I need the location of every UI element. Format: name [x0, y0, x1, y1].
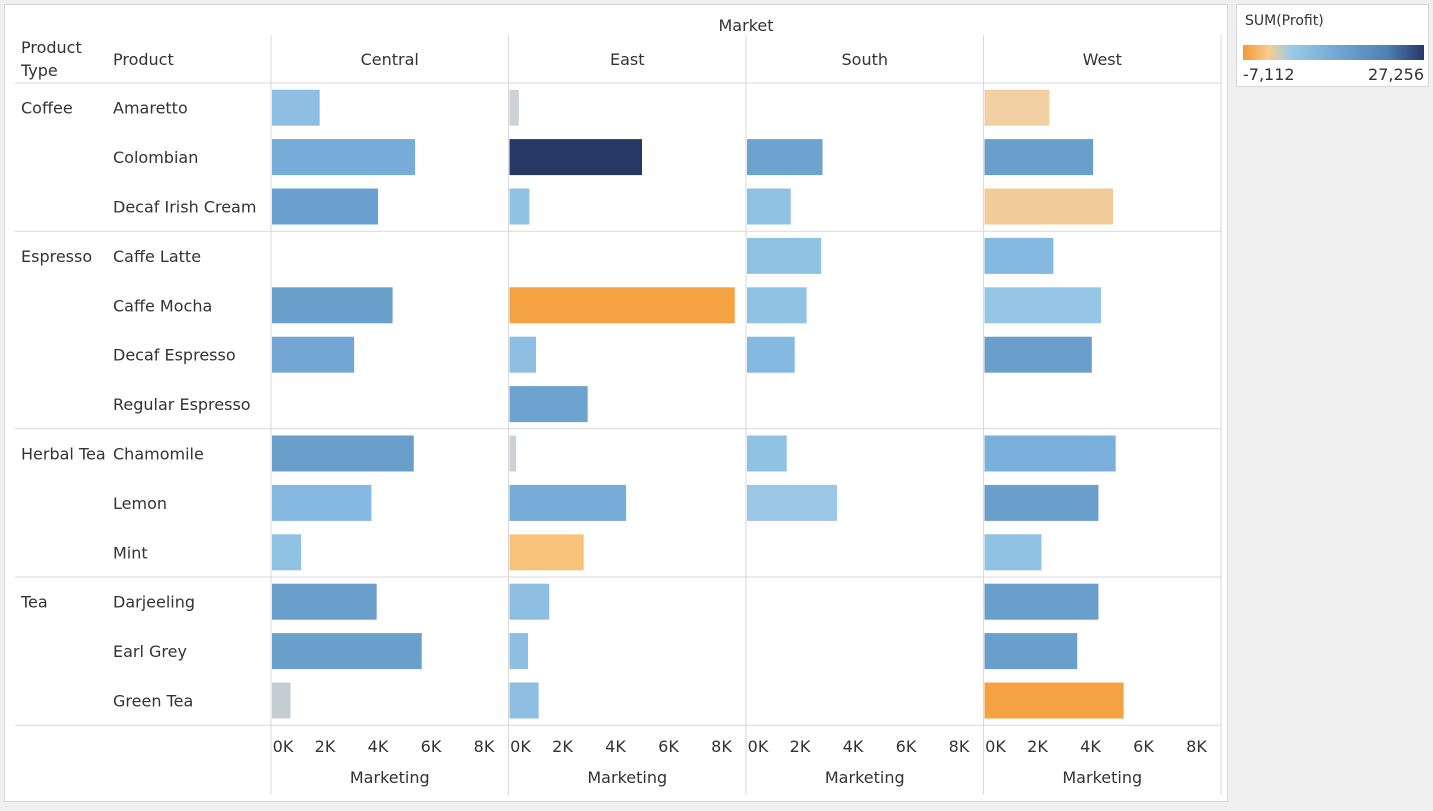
- bar: [509, 336, 536, 373]
- x-tick-label: 2K: [315, 737, 336, 756]
- bar: [984, 435, 1116, 472]
- x-tick-label: 8K: [474, 737, 495, 756]
- bar: [509, 188, 530, 225]
- legend-max-label: 27,256: [1368, 65, 1424, 84]
- product-label: Chamomile: [113, 445, 204, 464]
- product-label: Earl Grey: [113, 642, 187, 661]
- x-tick-label: 0K: [748, 737, 769, 756]
- product-label: Green Tea: [113, 692, 193, 711]
- x-tick-label: 0K: [985, 737, 1006, 756]
- profit-legend[interactable]: SUM(Profit) -7,112 27,256: [1236, 4, 1429, 87]
- bar: [509, 287, 735, 324]
- bar: [272, 484, 372, 521]
- x-tick-label: 4K: [1080, 737, 1101, 756]
- bar: [984, 583, 1099, 620]
- bar: [984, 188, 1114, 225]
- bar: [747, 188, 791, 225]
- column-header-central: Central: [361, 50, 419, 69]
- bar: [984, 237, 1054, 274]
- bar: [509, 386, 588, 423]
- x-tick-label: 0K: [273, 737, 294, 756]
- product-label: Decaf Irish Cream: [113, 198, 256, 217]
- bar: [747, 336, 795, 373]
- product-type-label: Herbal Tea: [21, 445, 106, 464]
- bar: [984, 682, 1124, 719]
- x-tick-label: 4K: [843, 737, 864, 756]
- x-tick-label: 6K: [896, 737, 917, 756]
- x-tick-label: 2K: [552, 737, 573, 756]
- product-type-header: Product: [21, 38, 82, 57]
- x-axis-label: Marketing: [350, 768, 430, 787]
- bar: [272, 89, 320, 126]
- x-tick-label: 4K: [368, 737, 389, 756]
- bar: [509, 89, 519, 126]
- bar: [272, 139, 416, 176]
- bar: [984, 139, 1094, 176]
- x-tick-label: 8K: [711, 737, 732, 756]
- bar: [984, 287, 1102, 324]
- bar: [272, 287, 393, 324]
- x-axis-label: Marketing: [587, 768, 667, 787]
- bar: [984, 484, 1099, 521]
- product-label: Caffe Mocha: [113, 296, 212, 315]
- bar: [272, 336, 355, 373]
- column-header-west: West: [1083, 50, 1122, 69]
- product-label: Darjeeling: [113, 593, 195, 612]
- product-label: Lemon: [113, 494, 167, 513]
- x-tick-label: 6K: [421, 737, 442, 756]
- x-tick-label: 6K: [658, 737, 679, 756]
- bar: [509, 534, 584, 571]
- bar: [747, 287, 807, 324]
- x-tick-label: 0K: [510, 737, 531, 756]
- product-label: Decaf Espresso: [113, 346, 236, 365]
- bar: [509, 435, 517, 472]
- bar: [747, 237, 822, 274]
- legend-title: SUM(Profit): [1245, 13, 1324, 29]
- bar: [984, 534, 1042, 571]
- bar: [272, 534, 302, 571]
- x-tick-label: 6K: [1133, 737, 1154, 756]
- bar: [272, 435, 414, 472]
- bar: [984, 336, 1092, 373]
- product-label: Caffe Latte: [113, 247, 201, 266]
- bar: [747, 139, 823, 176]
- product-type-label: Tea: [20, 593, 48, 612]
- bar: [272, 633, 422, 670]
- product-type-label: Espresso: [21, 247, 92, 266]
- bar: [509, 633, 529, 670]
- product-label: Colombian: [113, 148, 198, 167]
- chart-sheet: Market Product Type Product Central East South…: [4, 4, 1228, 802]
- bar: [272, 682, 291, 719]
- product-type-label: Coffee: [21, 99, 73, 118]
- x-axis-label: Marketing: [1062, 768, 1142, 787]
- bar: [984, 633, 1078, 670]
- bar: [747, 484, 838, 521]
- x-tick-label: 4K: [605, 737, 626, 756]
- product-label: Mint: [113, 543, 148, 562]
- x-tick-label: 2K: [790, 737, 811, 756]
- bar: [509, 583, 550, 620]
- bar: [509, 682, 539, 719]
- legend-color-ramp: [1243, 45, 1424, 60]
- column-header-east: East: [610, 50, 645, 69]
- product-header: Product: [113, 50, 174, 69]
- bar: [272, 583, 377, 620]
- bar: [984, 89, 1050, 126]
- legend-min-label: -7,112: [1243, 65, 1295, 84]
- x-tick-label: 2K: [1027, 737, 1048, 756]
- x-axis-label: Marketing: [825, 768, 905, 787]
- column-header-south: South: [842, 50, 889, 69]
- product-label: Regular Espresso: [113, 395, 251, 414]
- bar-chart: Market Product Type Product Central East South…: [15, 16, 1222, 795]
- x-tick-label: 8K: [949, 737, 970, 756]
- x-tick-label: 8K: [1186, 737, 1207, 756]
- bar: [747, 435, 787, 472]
- market-title: Market: [719, 16, 774, 35]
- bar: [272, 188, 378, 225]
- bar: [509, 139, 642, 176]
- bar: [509, 484, 627, 521]
- product-label: Amaretto: [113, 99, 188, 118]
- product-type-header-line2: Type: [20, 61, 58, 80]
